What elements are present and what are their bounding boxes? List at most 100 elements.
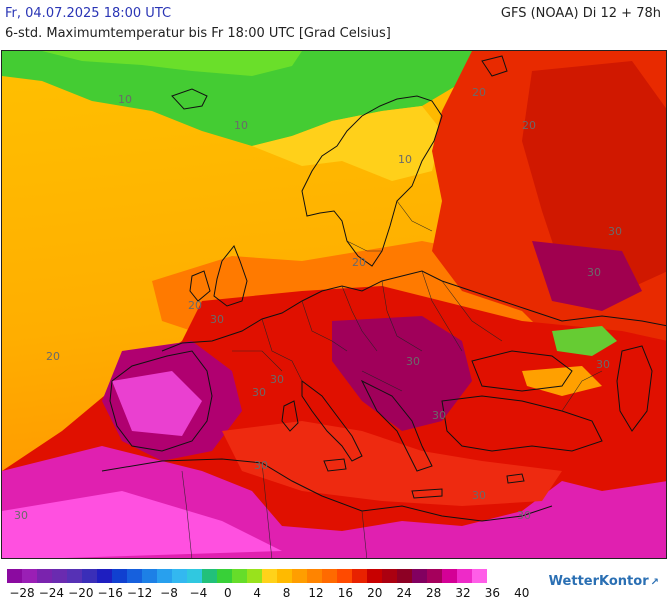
coastline-north-africa	[101, 458, 553, 522]
brand-name: WetterKontor	[548, 574, 649, 589]
scale-swatch	[442, 569, 457, 583]
contour-label: 10	[398, 153, 412, 166]
scale-tick-label: −4	[189, 586, 208, 600]
mediterranean-sea	[222, 421, 562, 506]
forecast-date: Fr, 04.07.2025 18:00 UTC	[5, 6, 172, 21]
scale-tick-label: 40	[514, 586, 530, 600]
country-borders	[181, 200, 603, 558]
coastline-black-sea	[471, 350, 573, 392]
scale-swatch	[262, 569, 277, 583]
scale-swatch	[382, 569, 397, 583]
coastline-novaya	[481, 55, 508, 77]
scale-tick-label: 0	[223, 586, 232, 600]
contour-labels: 10 10 10 20 20 20 20 20 30 30 30 30 30 3…	[14, 86, 622, 522]
scale-swatch	[82, 569, 97, 583]
extreme-zone-iberia-light	[112, 371, 202, 436]
scale-swatch	[352, 569, 367, 583]
contour-label: 10	[118, 93, 132, 106]
wetterkontor-logo[interactable]: WetterKontor ↗	[549, 574, 659, 589]
scale-tick-label: 36	[484, 586, 501, 600]
contour-label: 30	[406, 355, 420, 368]
scale-swatch	[187, 569, 202, 583]
cool-spot-caucasus	[552, 326, 617, 356]
scale-swatch	[157, 569, 172, 583]
scale-swatch	[277, 569, 292, 583]
coastline-iberia	[109, 350, 213, 452]
coastline-british-isles	[189, 245, 248, 307]
contour-label: 20	[46, 350, 60, 363]
scale-swatch	[232, 569, 247, 583]
contour-label: 30	[587, 266, 601, 279]
scale-tick-label: −20	[68, 586, 94, 600]
contour-label: 30	[517, 509, 531, 522]
contour-label: 30	[252, 386, 266, 399]
scale-swatch	[7, 569, 22, 583]
coastline-balkans-greece	[360, 379, 433, 472]
extreme-zone-balkans	[332, 316, 472, 431]
scale-swatch	[307, 569, 322, 583]
extreme-zone-east	[532, 241, 642, 311]
scale-swatch	[397, 569, 412, 583]
color-scale	[7, 569, 487, 583]
scale-tick-label: −24	[38, 586, 65, 600]
extreme-zone-north-africa-light	[2, 491, 282, 558]
scale-tick-label: 24	[396, 586, 412, 600]
contour-label: 30	[608, 225, 622, 238]
scale-swatch	[292, 569, 307, 583]
scale-swatch	[247, 569, 262, 583]
contour-label: 30	[254, 459, 268, 472]
coastline-iceland	[171, 88, 208, 110]
scale-swatch	[457, 569, 472, 583]
scale-swatch	[412, 569, 427, 583]
coastline-caspian	[616, 345, 653, 432]
scale-tick-label: −28	[9, 586, 35, 600]
scale-swatch	[337, 569, 352, 583]
scale-swatch	[217, 569, 232, 583]
scale-tick-label: 28	[425, 586, 442, 600]
coastline-sicily	[323, 458, 347, 472]
contour-label: 30	[596, 358, 610, 371]
contour-label: 30	[472, 489, 486, 502]
scale-swatch	[367, 569, 382, 583]
cool-zone-green	[2, 51, 472, 146]
scale-tick-label: −12	[126, 586, 153, 600]
coastline-italy	[301, 380, 363, 462]
contour-label: 10	[234, 119, 248, 132]
coastline-sardinia-corsica	[281, 400, 299, 432]
contour-label: 20	[522, 119, 536, 132]
scale-tick-label: 16	[337, 586, 354, 600]
scale-tick-label: 12	[308, 586, 324, 600]
cool-zone-lightgreen	[42, 51, 302, 76]
scale-swatch	[67, 569, 82, 583]
scale-swatch	[127, 569, 142, 583]
contour-label: 30	[432, 409, 446, 422]
scale-swatch	[172, 569, 187, 583]
scale-swatch	[22, 569, 37, 583]
contour-label: 20	[188, 299, 202, 312]
contour-label: 30	[210, 313, 224, 326]
scale-tick-label: 20	[367, 586, 383, 600]
contour-label: 30	[14, 509, 28, 522]
map-description: 6-std. Maximumtemperatur bis Fr 18:00 UT…	[5, 26, 391, 41]
brand-arrow-icon: ↗	[650, 577, 659, 588]
scale-tick-label: −8	[160, 586, 178, 600]
scale-swatch	[37, 569, 52, 583]
scale-tick-label: −16	[97, 586, 123, 600]
scale-swatch	[427, 569, 442, 583]
coastline-cyprus	[506, 473, 525, 484]
scale-swatch	[52, 569, 67, 583]
model-run-label: GFS (NOAA) Di 12 + 78h	[500, 6, 661, 21]
contour-label: 20	[472, 86, 486, 99]
cool-zone-yellow-north	[252, 106, 442, 181]
scale-tick-label: 4	[253, 586, 262, 600]
scale-swatch	[322, 569, 337, 583]
temperature-map: 10 10 10 20 20 20 20 20 30 30 30 30 30 3…	[1, 50, 667, 559]
scale-swatch	[142, 569, 157, 583]
contour-label: 20	[352, 256, 366, 269]
coastline-scandinavia	[301, 95, 443, 267]
contour-label: 30	[270, 373, 284, 386]
scale-swatch	[112, 569, 127, 583]
scale-tick-label: 32	[455, 586, 471, 600]
scale-tick-label: 8	[282, 586, 291, 600]
hot-zone-east-deep	[522, 61, 666, 301]
